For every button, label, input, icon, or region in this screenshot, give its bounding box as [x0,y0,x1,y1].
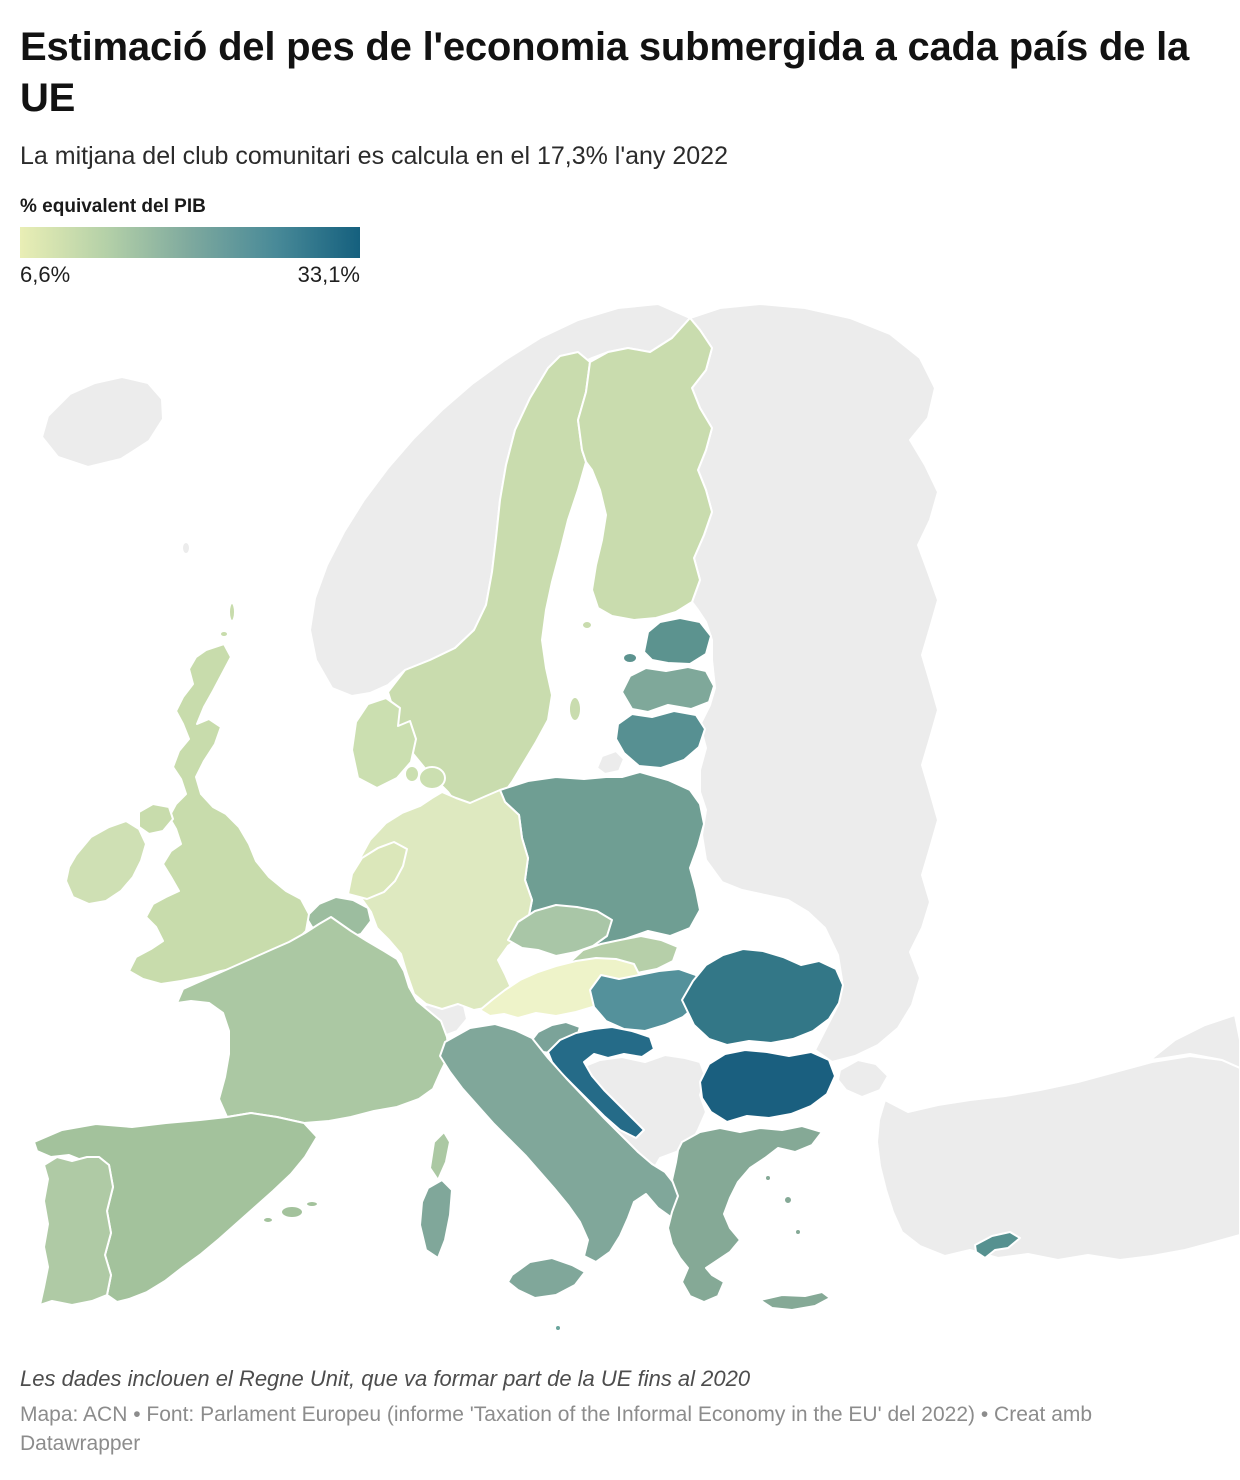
region-faroe [181,541,191,555]
legend-min-label: 6,6% [20,262,71,287]
island-corsica[interactable] [429,1131,451,1181]
country-netherlands[interactable] [347,841,408,900]
country-romania[interactable] [681,948,844,1046]
country-cyprus[interactable] [974,1231,1021,1259]
country-finland[interactable] [577,317,713,621]
region-russia-belarus-ukraine [689,303,939,1063]
island-mallorca[interactable] [280,1205,304,1219]
region-caucasus [1149,1014,1240,1069]
island-zealand[interactable] [418,766,446,790]
country-ireland[interactable] [65,820,147,905]
island-shetland[interactable] [228,602,236,622]
island-aland[interactable] [581,620,593,630]
island-aegean-1[interactable] [783,1195,793,1205]
country-estonia[interactable] [643,617,712,665]
island-sardinia[interactable] [419,1179,453,1259]
island-crete[interactable] [759,1291,831,1311]
island-saaremaa[interactable] [622,652,638,664]
region-turkey-thrace [837,1059,889,1098]
island-sicily[interactable] [507,1257,586,1299]
island-funen[interactable] [404,765,420,783]
island-menorca[interactable] [305,1200,319,1208]
page-subtitle: La mitjana del club comunitari es calcul… [20,142,728,170]
page-title: Estimació del pes de l'economia submergi… [20,25,1190,121]
europe-choropleth-map [33,303,1240,1332]
island-aegean-2[interactable] [794,1228,802,1236]
country-bulgaria[interactable] [699,1049,836,1123]
island-aegean-3[interactable] [764,1174,772,1182]
country-malta[interactable] [554,1324,562,1332]
country-germany[interactable] [358,789,533,1011]
region-iceland [41,376,164,468]
country-portugal[interactable] [39,1156,114,1306]
country-lithuania[interactable] [615,710,706,769]
region-northern-ireland[interactable] [138,803,174,835]
country-greece[interactable] [667,1125,823,1303]
legend-labels: 6,6% 33,1% [20,262,360,288]
country-denmark[interactable] [351,697,417,789]
island-gotland[interactable] [568,696,582,722]
country-latvia[interactable] [621,666,715,713]
legend-title: % equivalent del PIB [20,196,206,217]
legend-gradient-bar [20,227,360,258]
map-footnote: Les dades inclouen el Regne Unit, que va… [20,1366,751,1391]
island-ibiza[interactable] [262,1216,274,1224]
region-turkey-anatolia [876,1055,1240,1261]
legend-max-label: 33,1% [297,262,360,287]
country-united-kingdom[interactable] [128,643,310,985]
island-orkney[interactable] [219,630,229,638]
country-italy[interactable] [439,1023,689,1263]
region-kaliningrad [596,750,625,775]
country-czechia[interactable] [507,904,613,957]
eu-countries [33,317,1021,1332]
credits-line: Mapa: ACN • Font: Parlament Europeu (inf… [20,1403,1093,1456]
